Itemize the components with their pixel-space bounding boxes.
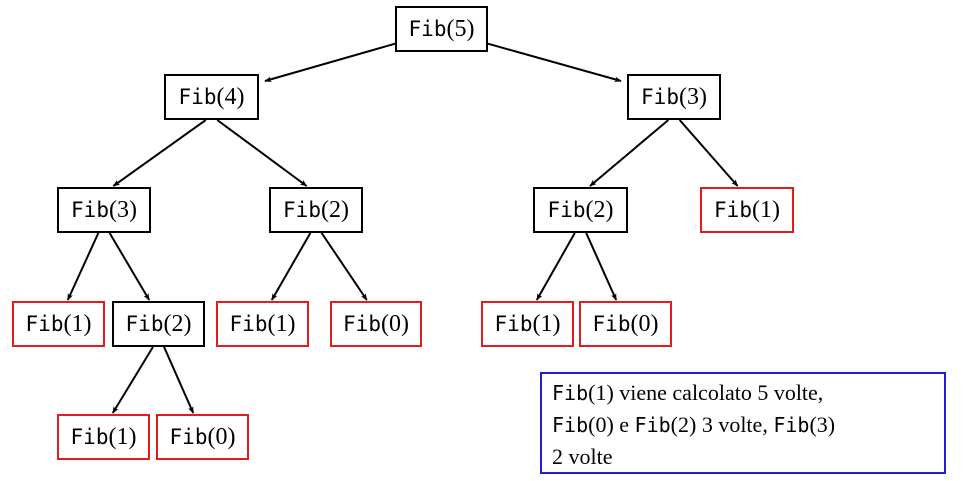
node-label-arg: (1) [751, 196, 780, 223]
node-fib-2: Fib (2) [269, 187, 363, 233]
node-label-arg: (0) [207, 423, 236, 450]
node-label-fn: Fib [71, 198, 109, 222]
node-label-fn: Fib [494, 312, 533, 336]
node-label-fn: Fib [283, 198, 321, 222]
edge-n5-to-n11 [320, 232, 368, 301]
note-line-3: 2 volte [552, 444, 613, 469]
node-label-arg: (2) [585, 196, 614, 223]
node-label-fn: Fib [592, 312, 631, 336]
edge-n9-to-n14 [111, 346, 154, 414]
leaf-fib-1: Fib (1) [700, 187, 794, 233]
node-label-arg: (2) [320, 196, 349, 223]
edge-n2-to-n4 [112, 119, 207, 187]
edge-n1-to-n2 [264, 42, 396, 82]
node-fib-3-left: Fib (3) [57, 187, 151, 233]
edge-n4-to-n8 [66, 232, 100, 301]
leaf-fib-1: Fib (1) [481, 301, 574, 347]
note-text: (2) 3 volte, [670, 412, 774, 437]
node-label-arg: (0) [380, 310, 409, 337]
leaf-fib-1: Fib (1) [57, 414, 150, 460]
edge-n3-to-n6 [589, 119, 670, 187]
edge-n1-to-n3 [487, 42, 622, 82]
note-line-2: Fib(0) e Fib(2) 3 volte, Fib(3) [552, 409, 934, 441]
note-line-1: Fib(1) viene calcolato 5 volte, [552, 377, 934, 409]
note-fn: Fib [634, 413, 671, 437]
edge-n9-to-n15 [163, 346, 195, 414]
node-label-fn: Fib [343, 312, 381, 336]
node-label-fn: Fib [408, 17, 447, 41]
node-label-arg: (2) [163, 310, 192, 337]
node-label-fn: Fib [547, 198, 586, 222]
summary-note-box: Fib(1) viene calcolato 5 volte, Fib(0) e… [540, 372, 946, 474]
node-label-fn: Fib [641, 85, 679, 109]
node-label-arg: (1) [63, 310, 92, 337]
node-label-arg: (1) [267, 310, 296, 337]
node-fib-2: Fib (2) [112, 301, 205, 347]
leaf-fib-1: Fib (1) [12, 301, 105, 347]
edge-n6-to-n12 [535, 232, 576, 301]
note-text: (0) e [588, 412, 635, 437]
note-fn: Fib [773, 413, 810, 437]
node-label-arg: (3) [108, 196, 137, 223]
node-label-fn: Fib [178, 85, 217, 109]
edge-n6-to-n13 [585, 232, 618, 301]
node-label-fn: Fib [25, 312, 64, 336]
node-label-arg: (1) [532, 310, 561, 337]
edge-n4-to-n9 [108, 232, 151, 301]
node-label-fn: Fib [70, 425, 109, 449]
node-label-arg: (0) [630, 310, 659, 337]
note-fn: Fib [552, 381, 589, 405]
node-label-fn: Fib [125, 312, 164, 336]
note-text: (3) [809, 412, 836, 437]
node-label-arg: (1) [108, 423, 137, 450]
node-label-fn: Fib [714, 198, 752, 222]
node-label-fn: Fib [169, 425, 208, 449]
node-label-arg: (4) [216, 83, 245, 110]
node-fib-4: Fib (4) [164, 74, 259, 120]
node-fib-2: Fib (2) [533, 187, 628, 233]
leaf-fib-0: Fib (0) [156, 414, 249, 460]
edge-n2-to-n5 [216, 119, 308, 187]
leaf-fib-1: Fib (1) [216, 301, 309, 347]
edge-n5-to-n10 [270, 232, 312, 301]
node-label-fn: Fib [229, 312, 268, 336]
leaf-fib-0: Fib (0) [579, 301, 672, 347]
node-label-arg: (5) [446, 15, 475, 42]
node-label-arg: (3) [678, 83, 707, 110]
note-fn: Fib [552, 413, 589, 437]
node-fib-3-right: Fib (3) [627, 74, 721, 120]
leaf-fib-0: Fib (0) [330, 301, 422, 347]
edge-n3-to-n7 [678, 119, 739, 187]
note-text: (1) viene calcolato 5 volte, [588, 380, 824, 405]
node-fib-5-root: Fib (5) [395, 6, 488, 52]
